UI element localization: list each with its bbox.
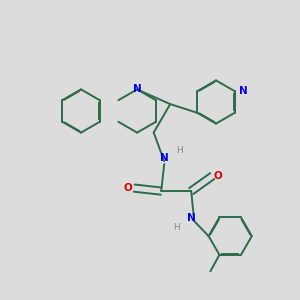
Text: N: N (133, 84, 142, 94)
Text: O: O (214, 171, 223, 181)
Text: O: O (124, 183, 133, 193)
Text: H: H (173, 223, 180, 232)
Text: N: N (160, 153, 169, 163)
Text: N: N (187, 213, 196, 223)
Text: N: N (239, 86, 248, 96)
Text: H: H (176, 146, 183, 155)
